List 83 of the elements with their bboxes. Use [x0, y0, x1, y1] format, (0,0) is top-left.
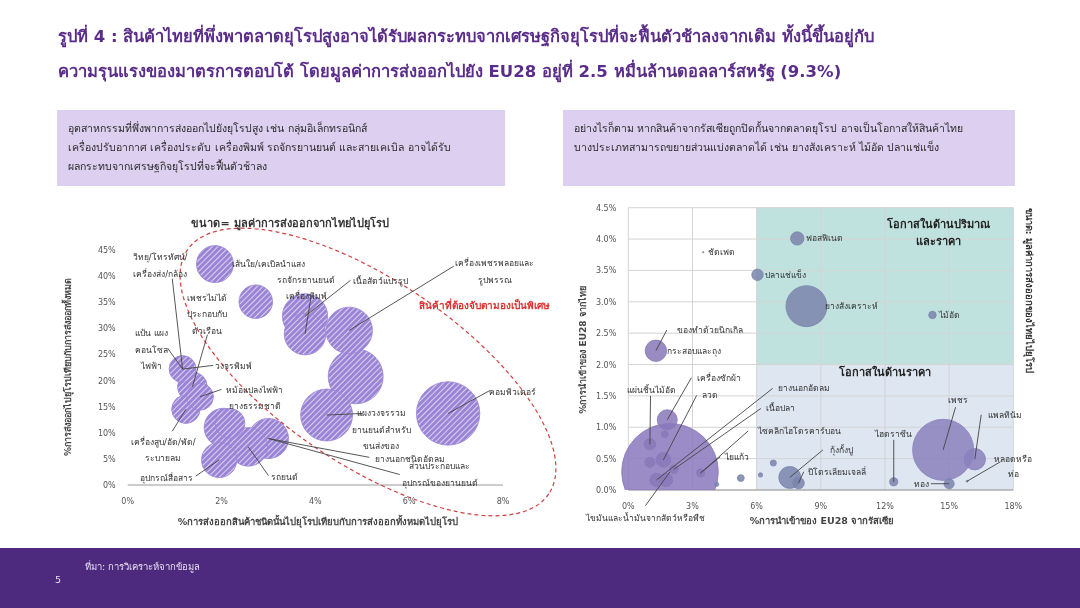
annotation: รถยนต์	[271, 471, 299, 482]
y-tick-label: 0.0%	[595, 485, 617, 495]
annotation: กุ้งกั้งปู	[829, 443, 853, 456]
x-tick-label: 0%	[121, 496, 135, 506]
y-tick-label: 3.0%	[595, 297, 617, 307]
x-tick-label: 6%	[402, 496, 416, 506]
annotation: แผ่นชิ้นไม้อัด	[627, 383, 677, 395]
annotation: เครื่องสูบ/อัด/พัด/ ระบายลม	[131, 435, 196, 463]
annotation: ไฮดราซีน	[873, 428, 912, 439]
x-axis-title: %การนำเข้าของ EU28 จากรัสเซีย	[749, 514, 895, 526]
annotation: เนื้อปลา	[766, 401, 796, 413]
y-tick-label: 2.0%	[595, 360, 617, 370]
x-tick-label: 6%	[750, 501, 764, 511]
annotation: อุปกรณ์สื่อสาร	[140, 471, 194, 484]
annotation: คอมพิวเตอร์	[489, 386, 537, 397]
annotation: เพชรไม่ได้ ประกอบกับ ตัวเรือน	[186, 292, 227, 336]
x-tick-label: 4%	[309, 496, 323, 506]
annotation: ลวด	[701, 389, 718, 400]
y-tick-label: 5%	[103, 454, 117, 464]
annotation: ไม้อัด	[938, 309, 961, 320]
x-tick-label: 2%	[215, 496, 229, 506]
y-tick-label: 3.5%	[595, 265, 617, 275]
annotation: ปลาแช่แข็ง	[765, 268, 807, 280]
y-tick-label: 0.5%	[595, 454, 617, 464]
text: อุตสาหกรรมที่พึ่งพาการส่งออกไปยังยุโรปสูง เช่น กลุ่มอิเล็กทรอนิกส์ เครื่องปรับอากาศ เครื่องประดับ เครื่องพิมพ์ รถจักรยานยนต์ และสายเคเบิล อาจได้รับ ผลกระทบจากเศรษฐกิจยุโรปที่จะฟื้นตัวช้าลง	[68, 121, 451, 173]
y-tick-label: 30%	[97, 323, 117, 333]
annotation: หลอดหรือ ท่อ	[994, 453, 1033, 479]
x-tick-label: 15%	[940, 501, 959, 511]
y-tick-label: 1.5%	[595, 391, 617, 401]
annotation: กระสอบและถุง	[667, 345, 722, 357]
y-tick-label: 15%	[97, 402, 117, 412]
annotation: วิทยุ/โทรทัศน์/ เครื่องส่ง/กล้อง	[132, 251, 188, 279]
x-tick-label: 12%	[876, 501, 895, 511]
band-label: โอกาสในด้านราคา	[837, 364, 931, 379]
annotation: ยางนอกชนิดอัดลม	[374, 453, 445, 464]
annotation: เพชร	[948, 394, 969, 405]
annotation: ทอง	[913, 478, 929, 489]
annotation: ฟอสฟิเนต	[805, 232, 843, 243]
annotation: สินค้าที่ต้องจับตามองเป็นพิเศษ	[419, 297, 551, 311]
annotation: รถจักรยานยนต์ เครื่องพิมพ์	[277, 274, 336, 301]
annotation: เครื่องซักผ้า	[696, 371, 741, 383]
y-tick-label: 45%	[97, 245, 117, 255]
y-tick-label: 4.5%	[595, 203, 617, 213]
text: 5	[55, 573, 62, 585]
x-tick-label: 18%	[1004, 501, 1023, 511]
text: รูปที่ 4 : สินค้าไทยที่พึ่งพาตลาดยุโรปสูงอาจได้รับผลกระทบจากเศรษฐกิจยุโรปที่จะฟื้นตัวช้าลงจากเดิม ทั้งนี้ขึ้นอยู่กับ ความรุนแรงของมาตรการตอบโต้ โดยมูลค่าการส่งออกไปยัง EU28 อยู่ที่ 2.5 หมื่นล้านดอลลาร์สหรัฐ (9.3%)	[58, 23, 875, 83]
annotation: แป้น แผง คอนโซล ไฟฟ้า	[135, 327, 169, 371]
annotation: เนื้อสัตว์แปรรูป	[352, 274, 408, 287]
chart-title: ขนาด= มูลค่าการส่งออกจากไทยไปยุโรป	[191, 216, 389, 231]
annotation: หม้อแปลงไฟฟ้า ยางธรรมชาติ	[226, 384, 284, 411]
annotation: ไยแก้ว	[723, 451, 749, 462]
annotation: ยางนอกอัดลม	[778, 382, 831, 393]
y-axis-title: %การส่งออกไปยุโรปเทียบกับการส่งออกทั้งหมด	[60, 277, 74, 457]
y-tick-label: 20%	[97, 376, 117, 386]
annotation: เส้นใย/เคเบิลนำแสง	[231, 258, 305, 269]
annotation: ชัดเฟด	[707, 246, 735, 257]
y-tick-label: 25%	[97, 349, 117, 359]
annotation: ยางสังเคราะห์	[824, 300, 878, 311]
annotation: แผงวงจรรวม ยานยนต์สำหรับ ขนส่งของ	[352, 407, 411, 451]
x-tick-label: 8%	[496, 496, 510, 506]
y-axis-title: %การนำเข้าของ EU28 จากไทย	[576, 286, 588, 414]
annotation: ของทำด้วยนิกเกิล	[676, 324, 743, 335]
annotation: แพลทินัม	[988, 409, 1023, 420]
y-tick-label: 10%	[97, 428, 117, 438]
annotation: ปิโตรเลียมเจลลี่	[808, 465, 867, 477]
annotation: วงจรพิมพ์	[214, 360, 252, 371]
y-tick-label: 2.5%	[595, 328, 617, 338]
y-tick-label: 1.0%	[595, 422, 617, 432]
y-tick-label: 4.0%	[595, 234, 617, 244]
annotation: เครื่องเพชรพลอยและ รูปพรรณ	[455, 256, 535, 286]
y-tick-label: 40%	[97, 271, 117, 281]
x-axis-title: %การส่งออกสินค้าชนิดนั้นไปยุโรปเทียบกับการส่งออกทั้งหมดไปยุโรป	[177, 513, 459, 528]
text: ที่มา: การวิเคราะห์จากข้อมูล	[85, 559, 201, 573]
annotation: ไซคลิกไฮโดรคาร์บอน	[757, 425, 842, 436]
band-label: โอกาสในด้านปริมาณ และราคา	[885, 217, 991, 249]
y-tick-label: 0%	[103, 480, 117, 490]
x-tick-label: 0%	[621, 501, 636, 511]
text: ขนาด: มูลค่าการส่งออกของไทยไปยุโรป	[1022, 207, 1036, 373]
y-tick-label: 35%	[97, 297, 117, 307]
x-tick-label: 9%	[814, 501, 828, 511]
annotation: ไขมันและน้ำมันจากสัตว์หรือพืช	[584, 511, 705, 523]
x-tick-label: 3%	[686, 501, 700, 511]
text: อย่างไรก็ตาม หากสินค้าจากรัสเซียถูกปิดกั้นจากตลาดยุโรป อาจเป็นโอกาสให้สินค้าไทย บางประเภทสามารถขยายส่วนแบ่งตลาดได้ เช่น ยางสังเคราะห์ ไม้อัด ปลาแช่แข็ง	[574, 121, 963, 153]
